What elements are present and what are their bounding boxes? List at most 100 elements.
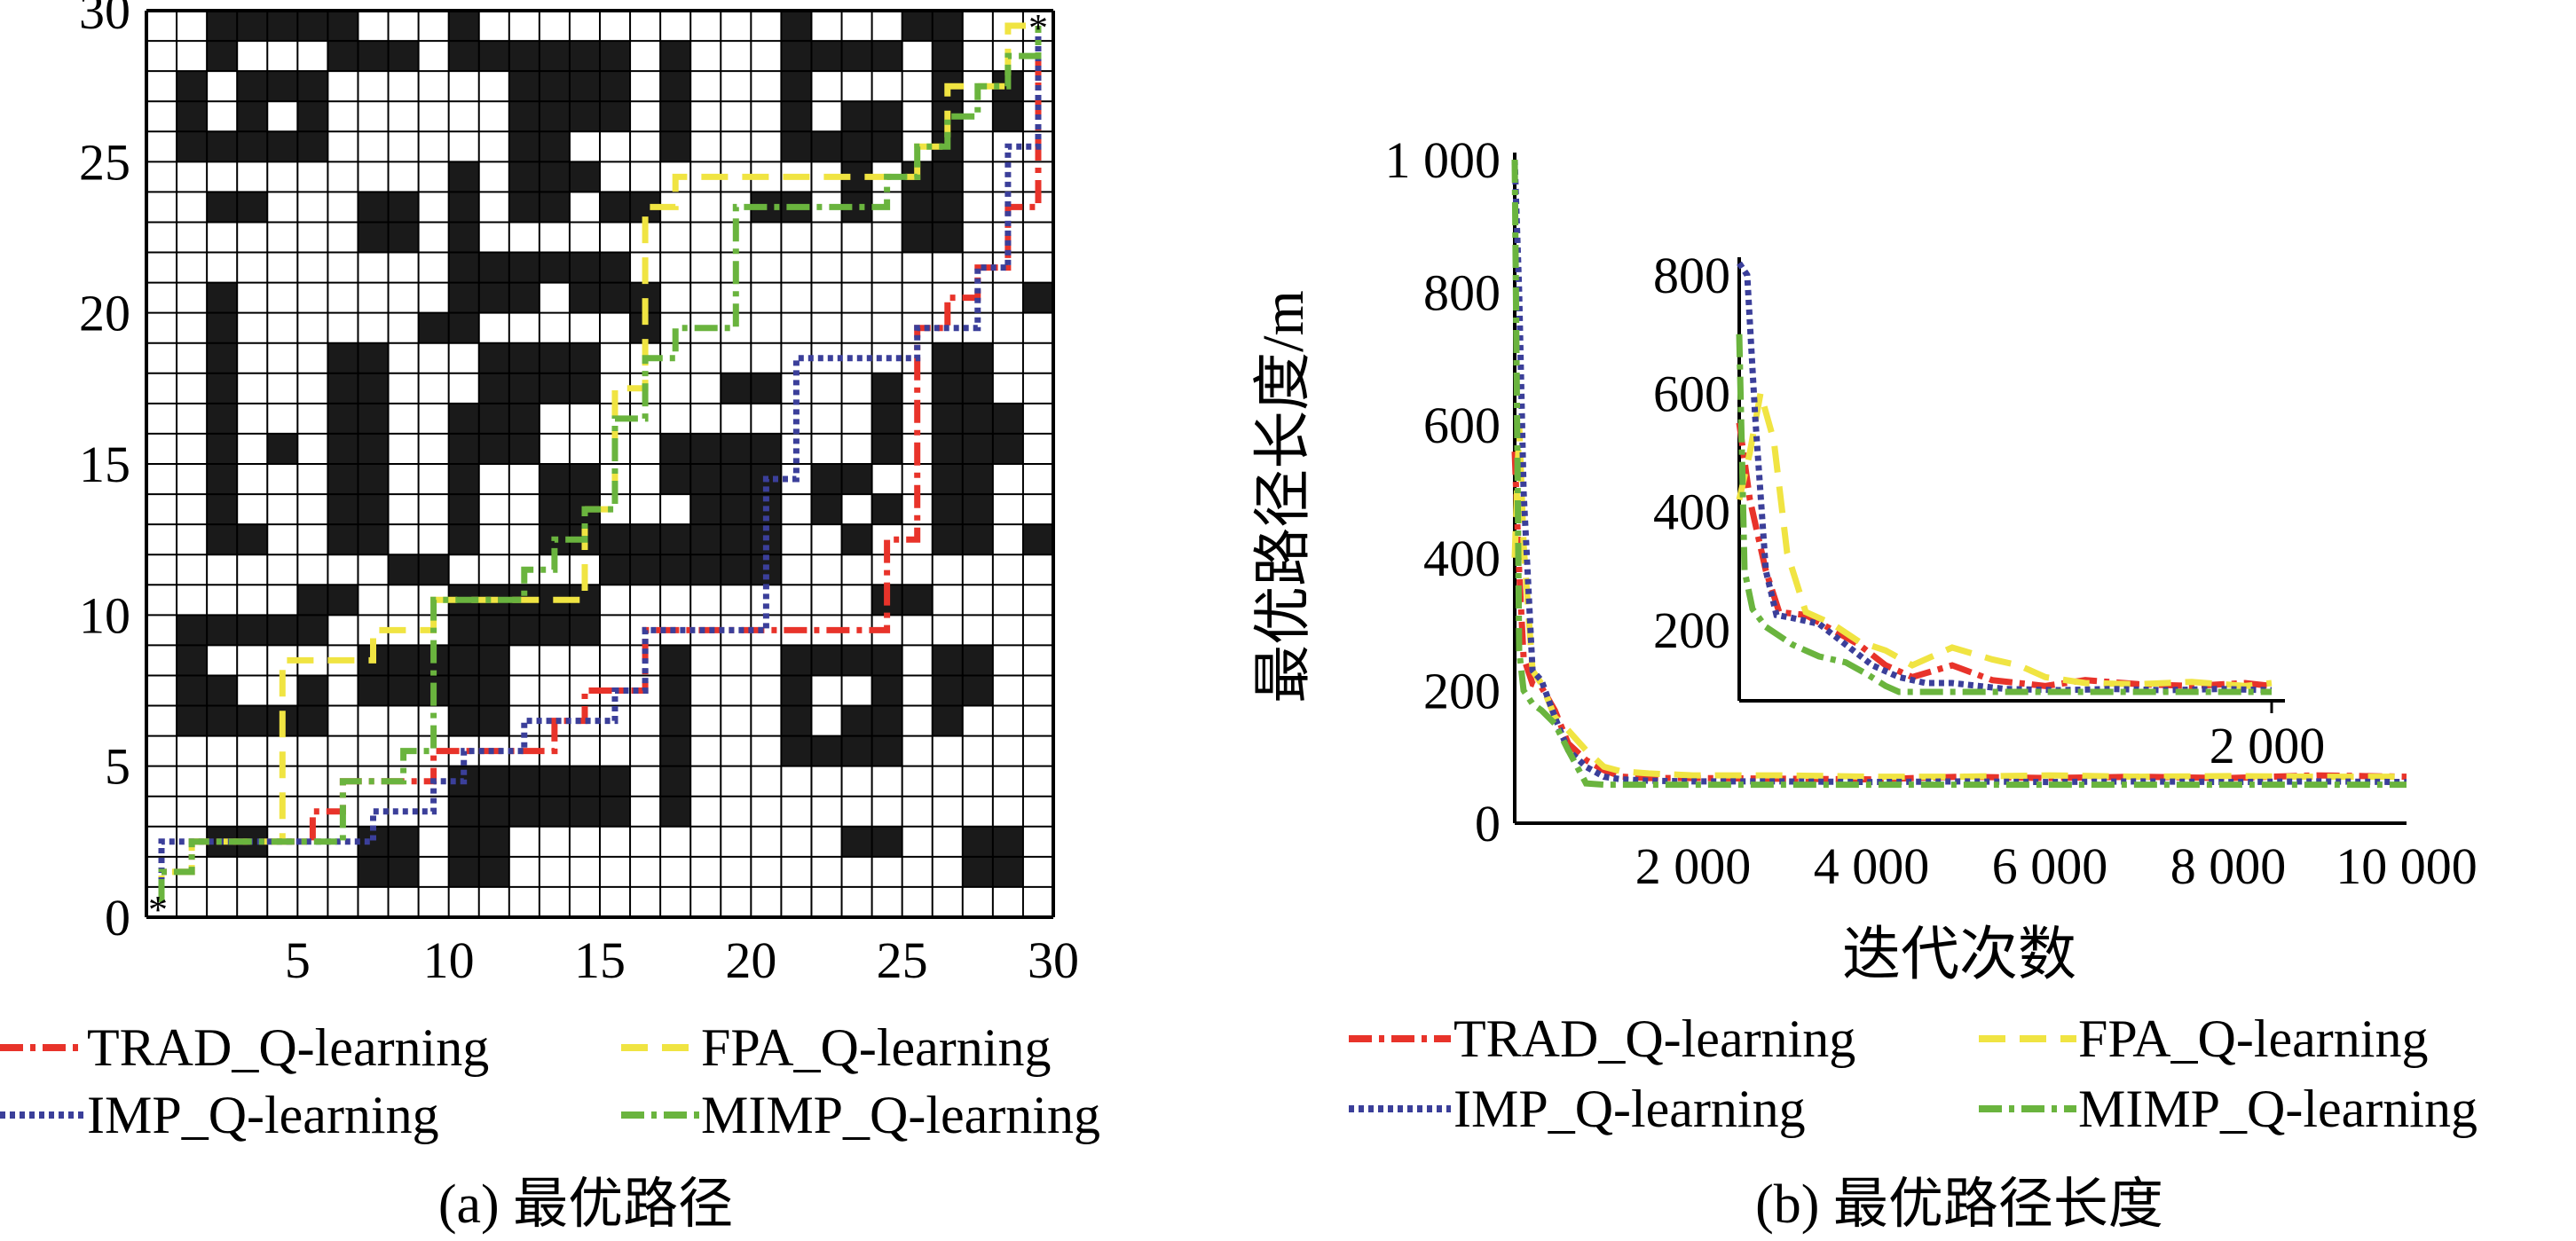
obstacle-cell — [237, 131, 268, 162]
grid-path-mimp — [158, 26, 1042, 902]
obstacle-cell — [871, 494, 903, 525]
obstacle-cell — [207, 705, 238, 737]
obstacle-cell — [781, 131, 813, 162]
obstacle-cell — [327, 403, 359, 435]
obstacle-cell — [237, 71, 268, 102]
inset-axes — [1737, 257, 2285, 713]
grid-x-tick: 15 — [574, 931, 626, 989]
obstacle-cell — [932, 524, 964, 555]
obstacle-cell — [508, 342, 540, 374]
obstacle-cell — [871, 403, 903, 435]
obstacle-cell — [871, 433, 903, 465]
obstacle-cell — [448, 41, 480, 72]
obstacle-cell — [448, 615, 480, 646]
obstacle-cell — [358, 675, 390, 707]
obstacle-cell — [781, 101, 813, 132]
obstacle-cell — [932, 464, 964, 495]
obstacle-cell — [358, 464, 390, 495]
obstacle-cell — [569, 161, 601, 192]
inset-chart: 2 000 200 400 600 800 — [1653, 247, 2325, 774]
inset-tick-labels: 2 000 200 400 600 800 — [1653, 247, 2325, 774]
obstacle-cell — [297, 71, 328, 102]
main-y-tick: 600 — [1423, 397, 1501, 454]
obstacle-cell — [358, 403, 390, 435]
obstacle-cell — [962, 524, 994, 555]
obstacle-cell — [327, 342, 359, 374]
main-x-tick: 6 000 — [1992, 837, 2108, 895]
obstacle-cell — [508, 373, 540, 405]
obstacle-cell — [327, 433, 359, 465]
obstacle-cell — [932, 373, 964, 405]
main-x-tick: 4 000 — [1814, 837, 1930, 895]
obstacle-cell — [418, 312, 450, 344]
obstacle-cell — [811, 494, 843, 525]
obstacle-cell — [600, 41, 631, 72]
obstacle-cell — [478, 282, 510, 314]
obstacle-cell — [992, 403, 1024, 435]
obstacle-cell — [358, 192, 390, 224]
obstacle-cell — [660, 41, 691, 72]
obstacle-cell — [207, 282, 238, 314]
obstacle-cell — [448, 252, 480, 284]
obstacle-cell — [781, 11, 813, 42]
main-series-mimp — [1511, 159, 2407, 789]
obstacle-cell — [358, 41, 390, 72]
obstacle-cell — [871, 101, 903, 132]
obstacle-cell — [811, 131, 843, 162]
obstacle-cell — [327, 11, 359, 42]
obstacle-cell — [569, 464, 601, 495]
obstacle-cell — [448, 464, 480, 495]
obstacle-cell — [358, 342, 390, 374]
obstacle-cell — [871, 735, 903, 767]
inset-y-tick: 600 — [1653, 365, 1730, 422]
obstacle-cell — [630, 554, 661, 585]
obstacle-cell — [207, 675, 238, 707]
obstacle-cell — [478, 41, 510, 72]
obstacle-cell — [781, 41, 813, 72]
x-axis-title: 迭代次数 — [1842, 923, 2076, 987]
grid-map-panel: 5 10 15 20 25 30 0 5 10 15 20 25 30 * * — [79, 0, 1079, 989]
obstacle-cell — [660, 554, 691, 585]
obstacle-cell — [932, 645, 964, 677]
obstacle-cell — [630, 524, 661, 555]
obstacle-cell — [962, 826, 994, 858]
obstacle-cell — [902, 192, 934, 224]
obstacle-cell — [600, 766, 631, 797]
obstacle-cell — [478, 856, 510, 888]
obstacle-cell — [539, 342, 571, 374]
obstacle-cell — [297, 11, 328, 42]
obstacle-cell — [508, 615, 540, 646]
obstacle-cell — [267, 131, 298, 162]
grid-y-tick: 25 — [79, 133, 130, 191]
obstacle-cell — [237, 192, 268, 224]
obstacle-cell — [448, 222, 480, 254]
obstacle-cell — [781, 705, 813, 737]
obstacle-cell — [478, 766, 510, 797]
obstacle-cell — [841, 705, 873, 737]
grid-y-tick: 15 — [79, 436, 130, 493]
obstacle-cell — [237, 705, 268, 737]
main-y-tick: 1 000 — [1385, 131, 1501, 189]
obstacle-cell — [962, 433, 994, 465]
obstacle-cell — [327, 585, 359, 616]
obstacle-cell — [932, 342, 964, 374]
obstacle-cell — [569, 615, 601, 646]
obstacle-cell — [177, 615, 208, 646]
obstacle-cell — [207, 494, 238, 525]
obstacle-cell — [388, 856, 420, 888]
main-y-tick: 800 — [1423, 264, 1501, 322]
obstacle-cell — [207, 615, 238, 646]
obstacle-cell — [600, 796, 631, 828]
obstacle-cell — [932, 222, 964, 254]
obstacle-cell — [811, 464, 843, 495]
main-series-fpa — [1511, 425, 2407, 781]
obstacle-cell — [962, 403, 994, 435]
obstacle-cell — [478, 403, 510, 435]
obstacle-cell — [539, 252, 571, 284]
obstacle-cell — [448, 705, 480, 737]
obstacle-cell — [388, 554, 420, 585]
line-chart-panel: 2 000 4 000 6 000 8 000 10 000 0 200 400 600 800 1… — [1251, 131, 2478, 987]
obstacle-cell — [358, 826, 390, 858]
obstacle-cell — [358, 856, 390, 888]
inset-y-tick: 400 — [1653, 483, 1730, 541]
